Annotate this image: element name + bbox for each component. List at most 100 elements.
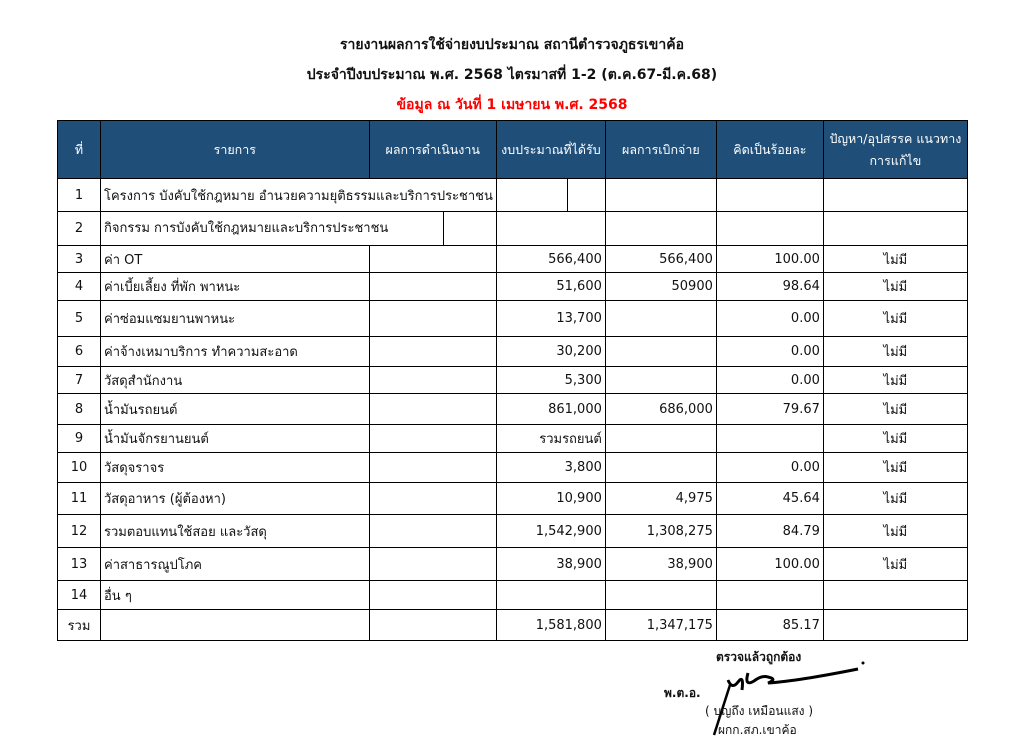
row-item: อื่น ๆ <box>100 580 370 610</box>
spent-cell: 1,308,275 <box>604 514 717 548</box>
row-item: ค่า OT <box>100 245 370 273</box>
result-cell <box>368 452 497 483</box>
percent-cell: 0.00 <box>715 366 824 394</box>
result-cell <box>368 580 497 610</box>
row-item: ค่าจ้างเหมาบริการ ทำความสะอาด <box>100 336 370 367</box>
table-row: 13 ค่าสาธารณูปโภค 38,900 38,900 100.00 ไม่มี <box>57 547 968 581</box>
result-cell <box>368 245 497 273</box>
table-row: 8 น้ำมันรถยนต์ 861,000 686,000 79.67 ไม่มี <box>57 393 968 425</box>
table-row: 2 กิจกรรม การบังคับใช้กฎหมายและบริการประ… <box>57 211 968 246</box>
header-no: ที่ <box>57 120 101 179</box>
row-no: 12 <box>57 514 101 548</box>
result-cell <box>368 272 497 301</box>
budget-cell: 51,600 <box>495 272 606 301</box>
issue-cell: ไม่มี <box>822 393 968 425</box>
total-issue <box>822 609 968 641</box>
spent-cell: 50900 <box>604 272 717 301</box>
issue-cell: ไม่มี <box>822 482 968 515</box>
issue-cell: ไม่มี <box>822 366 968 394</box>
table-row: 3 ค่า OT 566,400 566,400 100.00 ไม่มี <box>57 245 968 273</box>
issue-cell: ไม่มี <box>822 300 968 337</box>
row-item: วัสดุจราจร <box>100 452 370 483</box>
percent-cell: 79.67 <box>715 393 824 425</box>
row-no: 5 <box>57 300 101 337</box>
signature-image <box>712 661 865 736</box>
budget-table: ที่ รายการ ผลการดำเนินงาน งบประมาณที่ได้… <box>57 120 968 641</box>
budget-cell <box>495 580 606 610</box>
row-no: 7 <box>57 366 101 394</box>
header-spent: ผลการเบิกจ่าย <box>604 120 717 179</box>
total-spent: 1,347,175 <box>604 609 717 641</box>
header-result: ผลการดำเนินงาน <box>368 120 497 179</box>
row-no: 10 <box>57 452 101 483</box>
row-item: วัสดุอาหาร (ผู้ต้องหา) <box>100 482 370 515</box>
budget-cell: 5,300 <box>495 366 606 394</box>
issue-cell: ไม่มี <box>822 336 968 367</box>
row-no: 6 <box>57 336 101 367</box>
spent-cell <box>604 300 717 337</box>
header-item: รายการ <box>100 120 370 179</box>
percent-cell: 100.00 <box>715 245 824 273</box>
percent-cell <box>715 211 824 246</box>
percent-cell: 0.00 <box>715 452 824 483</box>
issue-cell: ไม่มี <box>822 245 968 273</box>
table-row: 11 วัสดุอาหาร (ผู้ต้องหา) 10,900 4,975 45.64… <box>57 482 968 515</box>
result-cell <box>368 424 497 453</box>
row-no: 8 <box>57 393 101 425</box>
result-cell <box>368 482 497 515</box>
signer-name: ( บุญถึง เหมือนแสง ) <box>705 704 814 718</box>
budget-cell: 566,400 <box>495 245 606 273</box>
result-cell <box>368 393 497 425</box>
budget-cell: รวมรถยนต์ <box>495 424 606 453</box>
percent-cell <box>715 178 824 212</box>
budget-cell: 30,200 <box>495 336 606 367</box>
spent-cell <box>604 336 717 367</box>
issue-cell: ไม่มี <box>822 424 968 453</box>
issue-cell <box>822 178 968 212</box>
budget-cell: 38,900 <box>495 547 606 581</box>
percent-cell <box>715 580 824 610</box>
row-item: โครงการ บังคับใช้กฎหมาย อำนวยความยุติธรร… <box>100 178 497 212</box>
total-percent: 85.17 <box>715 609 824 641</box>
total-item <box>100 609 370 641</box>
table-row: 10 วัสดุจราจร 3,800 0.00 ไม่มี <box>57 452 968 483</box>
row-item: รวมตอบแทนใช้สอย และวัสดุ <box>100 514 370 548</box>
total-budget: 1,581,800 <box>495 609 606 641</box>
result-cell <box>368 366 497 394</box>
table-row: 6 ค่าจ้างเหมาบริการ ทำความสะอาด 30,200 0.00… <box>57 336 968 367</box>
row-item: วัสดุสำนักงาน <box>100 366 370 394</box>
row-item: น้ำมันรถยนต์ <box>100 393 370 425</box>
row-no: 14 <box>57 580 101 610</box>
table-row: 12 รวมตอบแทนใช้สอย และวัสดุ 1,542,900 1,308… <box>57 514 968 548</box>
issue-cell: ไม่มี <box>822 547 968 581</box>
row-item: ค่าเบี้ยเลี้ยง ที่พัก พาหนะ <box>100 272 370 301</box>
spent-cell <box>604 580 717 610</box>
percent-cell: 0.00 <box>715 300 824 337</box>
budget-cell: 3,800 <box>495 452 606 483</box>
total-row: รวม 1,581,800 1,347,175 85.17 <box>57 609 968 641</box>
report-subtitle: ประจำปีงบประมาณ พ.ศ. 2568 ไตรมาสที่ 1-2 … <box>306 67 718 83</box>
row-item: กิจกรรม การบังคับใช้กฎหมายและบริการประชา… <box>100 211 497 246</box>
row-no: 2 <box>57 211 101 246</box>
table-row: 9 น้ำมันจักรยานยนต์ รวมรถยนต์ ไม่มี <box>57 424 968 453</box>
table-row: 7 วัสดุสำนักงาน 5,300 0.00 ไม่มี <box>57 366 968 394</box>
row-no: 1 <box>57 178 101 212</box>
header-row: ที่ รายการ ผลการดำเนินงาน งบประมาณที่ได้… <box>57 120 968 179</box>
header-percent: คิดเป็นร้อยละ <box>715 120 824 179</box>
signer-position: ผกก.สภ.เขาค้อ <box>718 723 797 737</box>
table-row: 5 ค่าซ่อมแซมยานพาหนะ 13,700 0.00 ไม่มี <box>57 300 968 337</box>
percent-cell: 45.64 <box>715 482 824 515</box>
verified-label: ตรวจแล้วถูกต้อง <box>716 650 802 664</box>
result-cell <box>368 336 497 367</box>
row-item: ค่าสาธารณูปโภค <box>100 547 370 581</box>
row-no: 9 <box>57 424 101 453</box>
total-result <box>368 609 497 641</box>
signer-rank: พ.ต.อ. <box>664 686 701 700</box>
row-no: 3 <box>57 245 101 273</box>
percent-cell: 100.00 <box>715 547 824 581</box>
percent-cell <box>715 424 824 453</box>
row-item-text: กิจกรรม การบังคับใช้กฎหมายและบริการประชา… <box>101 212 444 245</box>
percent-cell: 84.79 <box>715 514 824 548</box>
result-cell <box>368 514 497 548</box>
spent-cell: 686,000 <box>604 393 717 425</box>
